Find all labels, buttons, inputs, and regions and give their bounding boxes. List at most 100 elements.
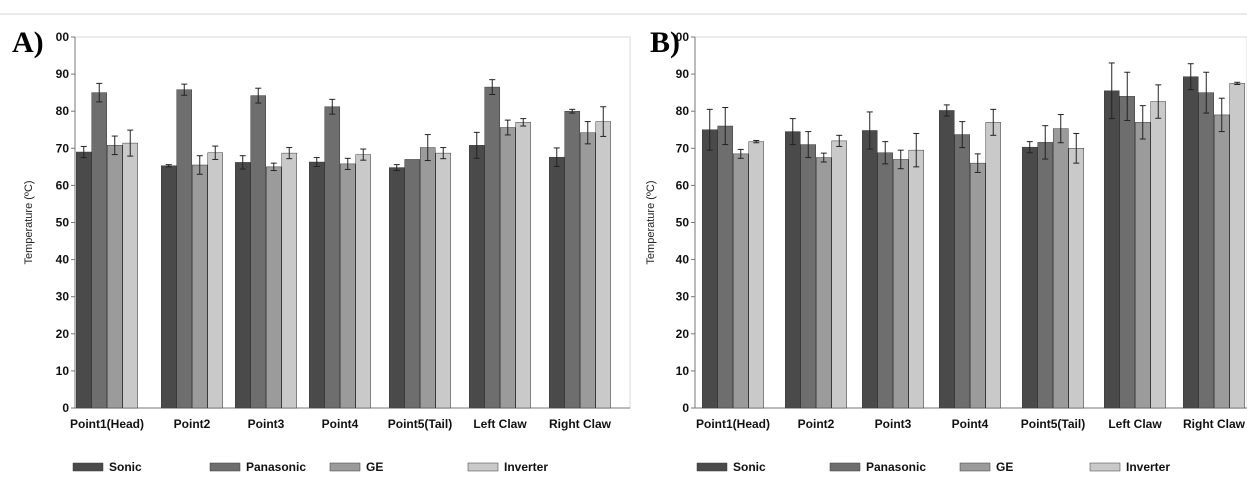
legend-label-sonic: Sonic <box>109 460 142 474</box>
bar-panasonic-6 <box>1198 92 1214 409</box>
bar-panasonic-0 <box>91 92 107 409</box>
legend-swatch-inverter <box>1089 462 1121 472</box>
bar-ge-5 <box>500 127 516 409</box>
bar-ge-0 <box>733 153 749 409</box>
bar-ge-1 <box>192 164 208 409</box>
bar-ge-0 <box>107 145 123 409</box>
bar-inverter-2 <box>908 149 924 409</box>
y-tick-label: 20 <box>56 327 70 341</box>
chart-panel-b: 0 10 20 30 40 50 60 70 80 90 00 Temperature (ºC) Poi… <box>645 26 1247 474</box>
bar-sonic-1 <box>785 131 801 409</box>
x-category-label: Point5(Tail) <box>388 417 452 431</box>
x-category-label: Point3 <box>875 417 912 431</box>
bar-sonic-1 <box>161 165 177 409</box>
bar-sonic-6 <box>1183 76 1199 409</box>
bar-sonic-0 <box>702 129 718 409</box>
bar-sonic-3 <box>309 161 325 409</box>
bar-panasonic-2 <box>250 95 266 409</box>
x-category-label: Right Claw <box>549 417 612 431</box>
legend-swatch-panasonic <box>829 462 861 472</box>
bar-ge-6 <box>1214 114 1230 409</box>
legend-label-inverter: Inverter <box>504 460 548 474</box>
legend-label-sonic: Sonic <box>733 460 766 474</box>
bar-panasonic-6 <box>564 110 580 409</box>
bar-inverter-6 <box>1229 83 1245 409</box>
y-tick-label: 30 <box>676 290 690 304</box>
y-tick-label: 90 <box>676 67 690 81</box>
legend-swatch-inverter <box>467 462 499 472</box>
x-category-label: Point4 <box>952 417 989 431</box>
y-tick-label: 40 <box>56 253 70 267</box>
bar-sonic-2 <box>862 130 878 409</box>
bar-inverter-5 <box>515 122 531 409</box>
y-tick-label: 0 <box>682 401 689 415</box>
x-category-label: Point2 <box>174 417 211 431</box>
bar-ge-1 <box>816 157 832 409</box>
x-category-label: Right Claw <box>1183 417 1246 431</box>
y-tick-label: 10 <box>56 364 70 378</box>
legend-swatch-panasonic <box>209 462 241 472</box>
bar-sonic-3 <box>939 110 955 409</box>
bar-ge-2 <box>893 159 909 409</box>
legend-swatch-sonic <box>696 462 728 472</box>
y-tick-label: 60 <box>56 178 70 192</box>
bar-inverter-5 <box>1150 101 1166 409</box>
bar-sonic-4 <box>1022 146 1038 409</box>
bar-ge-5 <box>1135 122 1151 409</box>
bar-sonic-5 <box>469 145 485 409</box>
bar-ge-3 <box>970 162 986 409</box>
bar-inverter-4 <box>1068 148 1084 409</box>
bar-inverter-4 <box>435 152 451 409</box>
bar-panasonic-0 <box>717 125 733 409</box>
bar-ge-4 <box>1053 128 1069 409</box>
bar-panasonic-1 <box>800 144 816 409</box>
x-category-label: Point1(Head) <box>696 417 770 431</box>
bar-inverter-1 <box>207 152 223 409</box>
bar-sonic-4 <box>389 167 405 409</box>
y-tick-label-top: 00 <box>676 30 690 44</box>
y-tick-label: 70 <box>56 141 70 155</box>
y-tick-label: 10 <box>676 364 690 378</box>
y-tick-label: 40 <box>676 253 690 267</box>
legend-swatch-sonic <box>72 462 104 472</box>
y-tick-label-top: 00 <box>56 30 70 44</box>
legend-swatch-ge <box>959 462 991 472</box>
x-category-label: Point5(Tail) <box>1021 417 1085 431</box>
bar-panasonic-3 <box>954 134 970 409</box>
bar-sonic-0 <box>76 151 92 409</box>
y-axis-title: Temperature (ºC) <box>645 180 657 264</box>
bar-inverter-0 <box>122 142 138 409</box>
chart-panel-a: 0 10 20 30 40 50 60 70 80 90 00 Temperature (ºC) Poi… <box>12 26 631 474</box>
bar-panasonic-2 <box>877 152 893 409</box>
bar-ge-2 <box>266 166 282 409</box>
bar-panasonic-3 <box>324 106 340 409</box>
bar-panasonic-5 <box>484 86 500 409</box>
bar-inverter-1 <box>831 140 847 409</box>
y-tick-label: 70 <box>676 141 690 155</box>
bar-ge-4 <box>420 147 436 409</box>
bar-sonic-6 <box>549 156 565 409</box>
x-category-label: Point1(Head) <box>70 417 144 431</box>
bar-inverter-2 <box>281 152 297 409</box>
y-tick-label: 0 <box>62 401 69 415</box>
x-category-label: Left Claw <box>473 417 527 431</box>
y-axis-title: Temperature (ºC) <box>23 180 35 264</box>
bar-inverter-0 <box>748 141 764 409</box>
x-category-label: Point2 <box>798 417 835 431</box>
bar-inverter-3 <box>985 122 1001 409</box>
bar-panasonic-5 <box>1119 96 1135 409</box>
legend-label-inverter: Inverter <box>1126 460 1170 474</box>
bar-sonic-2 <box>235 162 251 409</box>
y-tick-label: 80 <box>56 104 70 118</box>
y-tick-label: 30 <box>56 290 70 304</box>
y-tick-label: 50 <box>676 216 690 230</box>
y-tick-label: 80 <box>676 104 690 118</box>
legend-label-panasonic: Panasonic <box>246 460 306 474</box>
x-category-label: Left Claw <box>1108 417 1162 431</box>
bar-sonic-5 <box>1104 90 1120 409</box>
panel-label: B) <box>650 26 680 59</box>
x-category-label: Point3 <box>248 417 285 431</box>
bar-ge-6 <box>580 132 596 409</box>
bar-inverter-6 <box>595 121 611 409</box>
